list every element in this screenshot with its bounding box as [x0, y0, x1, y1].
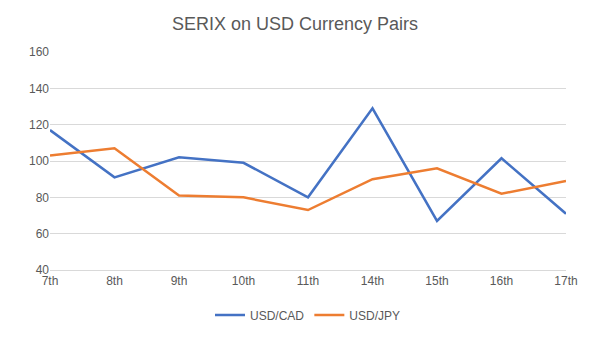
svg-text:USD/CAD: USD/CAD	[250, 309, 304, 323]
svg-text:17th: 17th	[554, 274, 577, 288]
svg-text:140: 140	[29, 82, 49, 96]
svg-text:8th: 8th	[106, 274, 123, 288]
svg-text:16th: 16th	[490, 274, 513, 288]
svg-text:80: 80	[36, 191, 50, 205]
svg-text:USD/JPY: USD/JPY	[349, 309, 400, 323]
svg-text:10th: 10th	[232, 274, 255, 288]
svg-text:9th: 9th	[171, 274, 188, 288]
svg-text:15th: 15th	[425, 274, 448, 288]
svg-text:7th: 7th	[42, 274, 59, 288]
svg-text:60: 60	[36, 227, 50, 241]
svg-text:SERIX on USD Currency Pairs: SERIX on USD Currency Pairs	[172, 14, 418, 34]
svg-text:14th: 14th	[361, 274, 384, 288]
svg-text:40: 40	[36, 263, 50, 277]
svg-text:120: 120	[29, 118, 49, 132]
svg-text:160: 160	[29, 45, 49, 59]
svg-text:100: 100	[29, 154, 49, 168]
svg-text:11th: 11th	[297, 274, 319, 288]
